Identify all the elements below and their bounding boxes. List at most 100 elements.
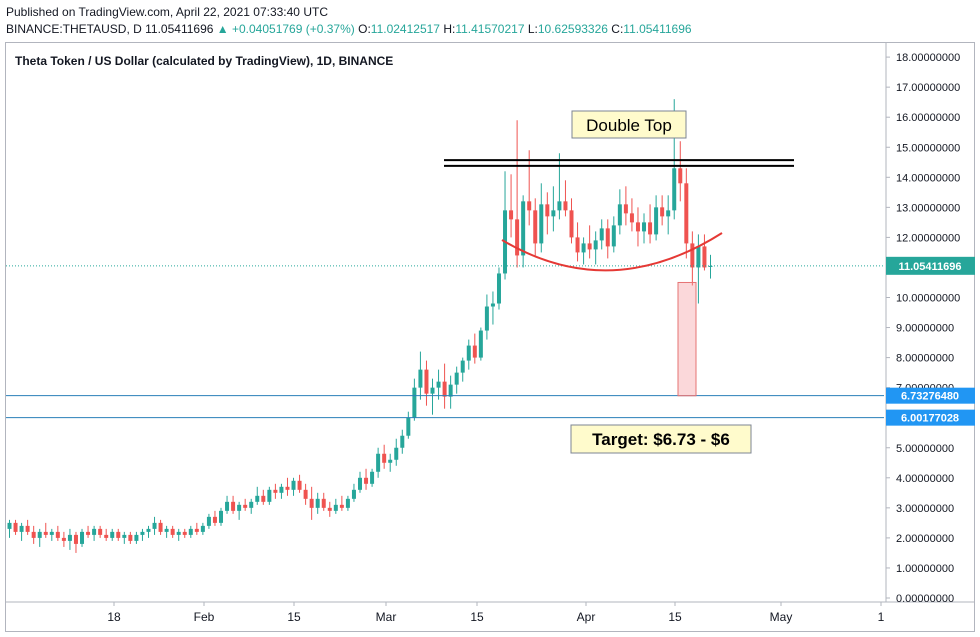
candle-body <box>273 489 278 493</box>
y-tick-label: 15.00000000 <box>896 142 960 154</box>
candle <box>345 495 350 511</box>
y-tick-label: 9.00000000 <box>896 323 954 335</box>
candle-body <box>551 210 556 217</box>
candle <box>551 186 556 232</box>
ohlc-readout: BINANCE:THETAUSD, D 11.05411696 ▲ +0.040… <box>6 22 692 36</box>
candle-body <box>635 222 640 232</box>
candle <box>642 213 647 244</box>
open-value: 11.02412517 <box>370 22 440 36</box>
candle-body <box>357 477 362 490</box>
candle-body <box>642 222 647 232</box>
candle-body <box>460 360 465 373</box>
candle-body <box>309 498 314 508</box>
high-value: 11.41570217 <box>455 22 525 36</box>
candle <box>563 180 568 217</box>
candle <box>267 486 272 505</box>
x-tick-label: Apr <box>577 610 596 624</box>
candle <box>146 525 151 538</box>
candle-body <box>333 504 338 511</box>
candle-body <box>382 453 387 463</box>
candle-body <box>466 345 471 361</box>
target-level-tag-text: 6.00177028 <box>901 413 959 425</box>
candle <box>104 528 109 541</box>
candle-body <box>279 486 284 493</box>
y-tick-label: 4.00000000 <box>896 473 954 485</box>
candle <box>382 444 387 469</box>
y-tick-label: 0.00000000 <box>896 593 954 605</box>
candle-body <box>527 201 532 211</box>
candle <box>219 507 224 526</box>
candle-body <box>623 204 628 214</box>
candle <box>67 528 72 550</box>
candle-body <box>146 528 151 532</box>
y-tick-label: 2.00000000 <box>896 533 954 545</box>
candle <box>496 267 501 310</box>
candle <box>237 501 242 520</box>
candle-body <box>19 525 24 532</box>
candle <box>503 171 508 280</box>
candle <box>527 150 532 226</box>
candle <box>478 327 483 361</box>
candle-body <box>563 201 568 211</box>
candle <box>357 471 362 493</box>
candle <box>539 183 544 253</box>
candle-body <box>25 525 30 532</box>
candle-body <box>611 225 616 247</box>
candle-body <box>13 522 18 532</box>
candle <box>436 369 441 400</box>
candle <box>152 516 157 535</box>
candle <box>654 195 659 241</box>
candle-body <box>152 522 157 529</box>
chart-frame[interactable] <box>5 42 975 632</box>
candle-body <box>521 201 526 256</box>
candle-body <box>376 453 381 472</box>
candle-body <box>315 498 320 508</box>
candle <box>140 528 145 541</box>
candle-body <box>104 534 109 538</box>
candle-body <box>291 480 296 490</box>
candle <box>460 357 465 382</box>
candle-body <box>49 531 54 535</box>
candle <box>31 525 36 544</box>
candle-body <box>678 168 683 184</box>
target-level-tag-text: 6.73276480 <box>901 391 959 403</box>
candle-body <box>545 204 550 217</box>
target-level-tag <box>886 387 975 404</box>
candle <box>442 363 447 409</box>
candle-body <box>587 243 592 250</box>
candle <box>376 447 381 478</box>
candle-body <box>297 480 302 490</box>
candle-body <box>98 528 103 535</box>
low-label: L: <box>527 22 538 36</box>
candle <box>599 219 604 250</box>
candle <box>309 486 314 520</box>
symbol-label: BINANCE:THETAUSD, D <box>6 22 142 36</box>
x-tick-label: Feb <box>194 610 215 624</box>
candle <box>200 522 205 535</box>
candle-body <box>557 201 562 211</box>
candle <box>182 528 187 538</box>
candle-body <box>231 501 236 511</box>
candle <box>533 198 538 256</box>
candle-body <box>684 183 689 244</box>
target-label: Target: $6.73 - $6 <box>592 430 730 449</box>
candle <box>702 234 707 271</box>
candle <box>55 525 60 541</box>
target-callout <box>570 424 752 454</box>
candle-body <box>110 531 115 538</box>
candle <box>545 192 550 235</box>
candle-body <box>394 447 399 460</box>
candle <box>19 522 24 541</box>
candle <box>255 486 260 505</box>
close-value: 11.05411696 <box>623 22 692 36</box>
candle-body <box>690 243 695 268</box>
candle <box>273 483 278 499</box>
candle <box>611 216 616 253</box>
last-price-value: 11.05411696 <box>145 22 214 36</box>
candle <box>660 195 665 226</box>
candle-body <box>182 531 187 535</box>
last-price-tag <box>886 256 975 275</box>
candle-body <box>448 384 453 397</box>
candle-body <box>243 504 248 508</box>
